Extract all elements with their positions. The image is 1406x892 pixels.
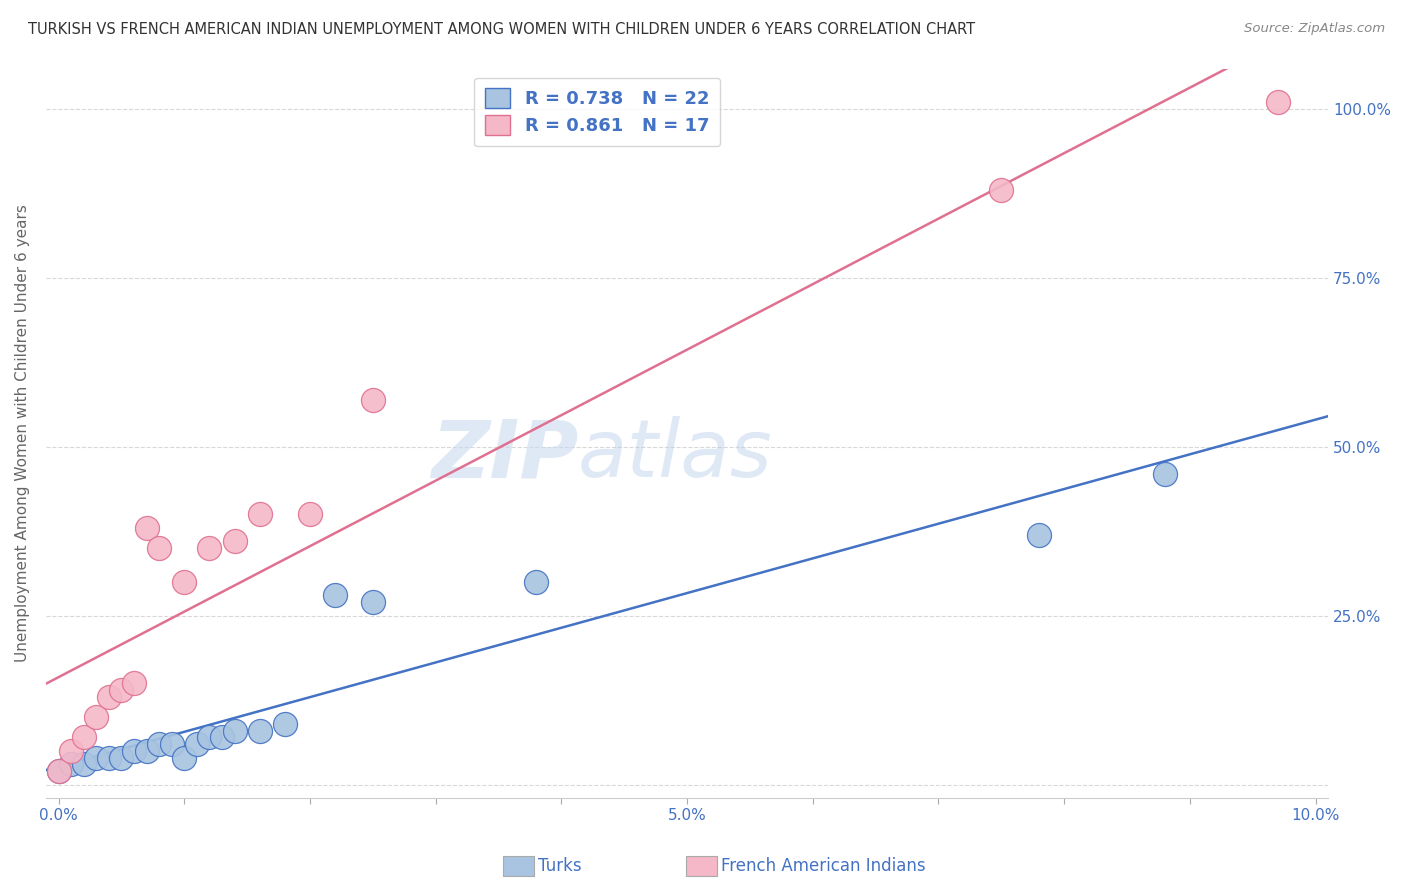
Point [48, 764, 70, 778]
Point [148, 541, 170, 555]
Point [224, 723, 246, 738]
Point [173, 574, 195, 589]
Point [1028, 527, 1050, 541]
Point [122, 744, 145, 758]
Point [148, 737, 170, 751]
Point [1153, 467, 1175, 481]
Text: Source: ZipAtlas.com: Source: ZipAtlas.com [1244, 22, 1385, 36]
Point [361, 595, 384, 609]
Point [211, 731, 233, 745]
Point [323, 589, 346, 603]
Point [110, 750, 132, 764]
Point [73, 757, 96, 772]
Point [186, 737, 208, 751]
Point [274, 716, 297, 731]
Point [48, 764, 70, 778]
Point [361, 392, 384, 407]
Text: ZIP: ZIP [430, 417, 578, 494]
Point [249, 723, 271, 738]
Text: atlas: atlas [578, 417, 773, 494]
Text: TURKISH VS FRENCH AMERICAN INDIAN UNEMPLOYMENT AMONG WOMEN WITH CHILDREN UNDER 6: TURKISH VS FRENCH AMERICAN INDIAN UNEMPL… [28, 22, 976, 37]
Point [73, 731, 96, 745]
Point [160, 737, 183, 751]
Point [60, 744, 83, 758]
Point [990, 183, 1012, 197]
Point [173, 750, 195, 764]
Point [135, 744, 157, 758]
Legend: R = 0.738   N = 22, R = 0.861   N = 17: R = 0.738 N = 22, R = 0.861 N = 17 [474, 78, 720, 146]
Point [110, 683, 132, 698]
Point [224, 534, 246, 549]
Point [97, 690, 120, 704]
Point [298, 508, 321, 522]
Point [135, 521, 157, 535]
Y-axis label: Unemployment Among Women with Children Under 6 years: Unemployment Among Women with Children U… [15, 204, 30, 662]
Point [198, 731, 221, 745]
Point [1267, 95, 1289, 110]
Point [84, 750, 107, 764]
Point [524, 574, 547, 589]
Point [122, 676, 145, 690]
Point [249, 508, 271, 522]
Point [198, 541, 221, 555]
Point [60, 757, 83, 772]
Point [97, 750, 120, 764]
Point [84, 710, 107, 724]
Text: French American Indians: French American Indians [721, 857, 927, 875]
Text: Turks: Turks [538, 857, 582, 875]
